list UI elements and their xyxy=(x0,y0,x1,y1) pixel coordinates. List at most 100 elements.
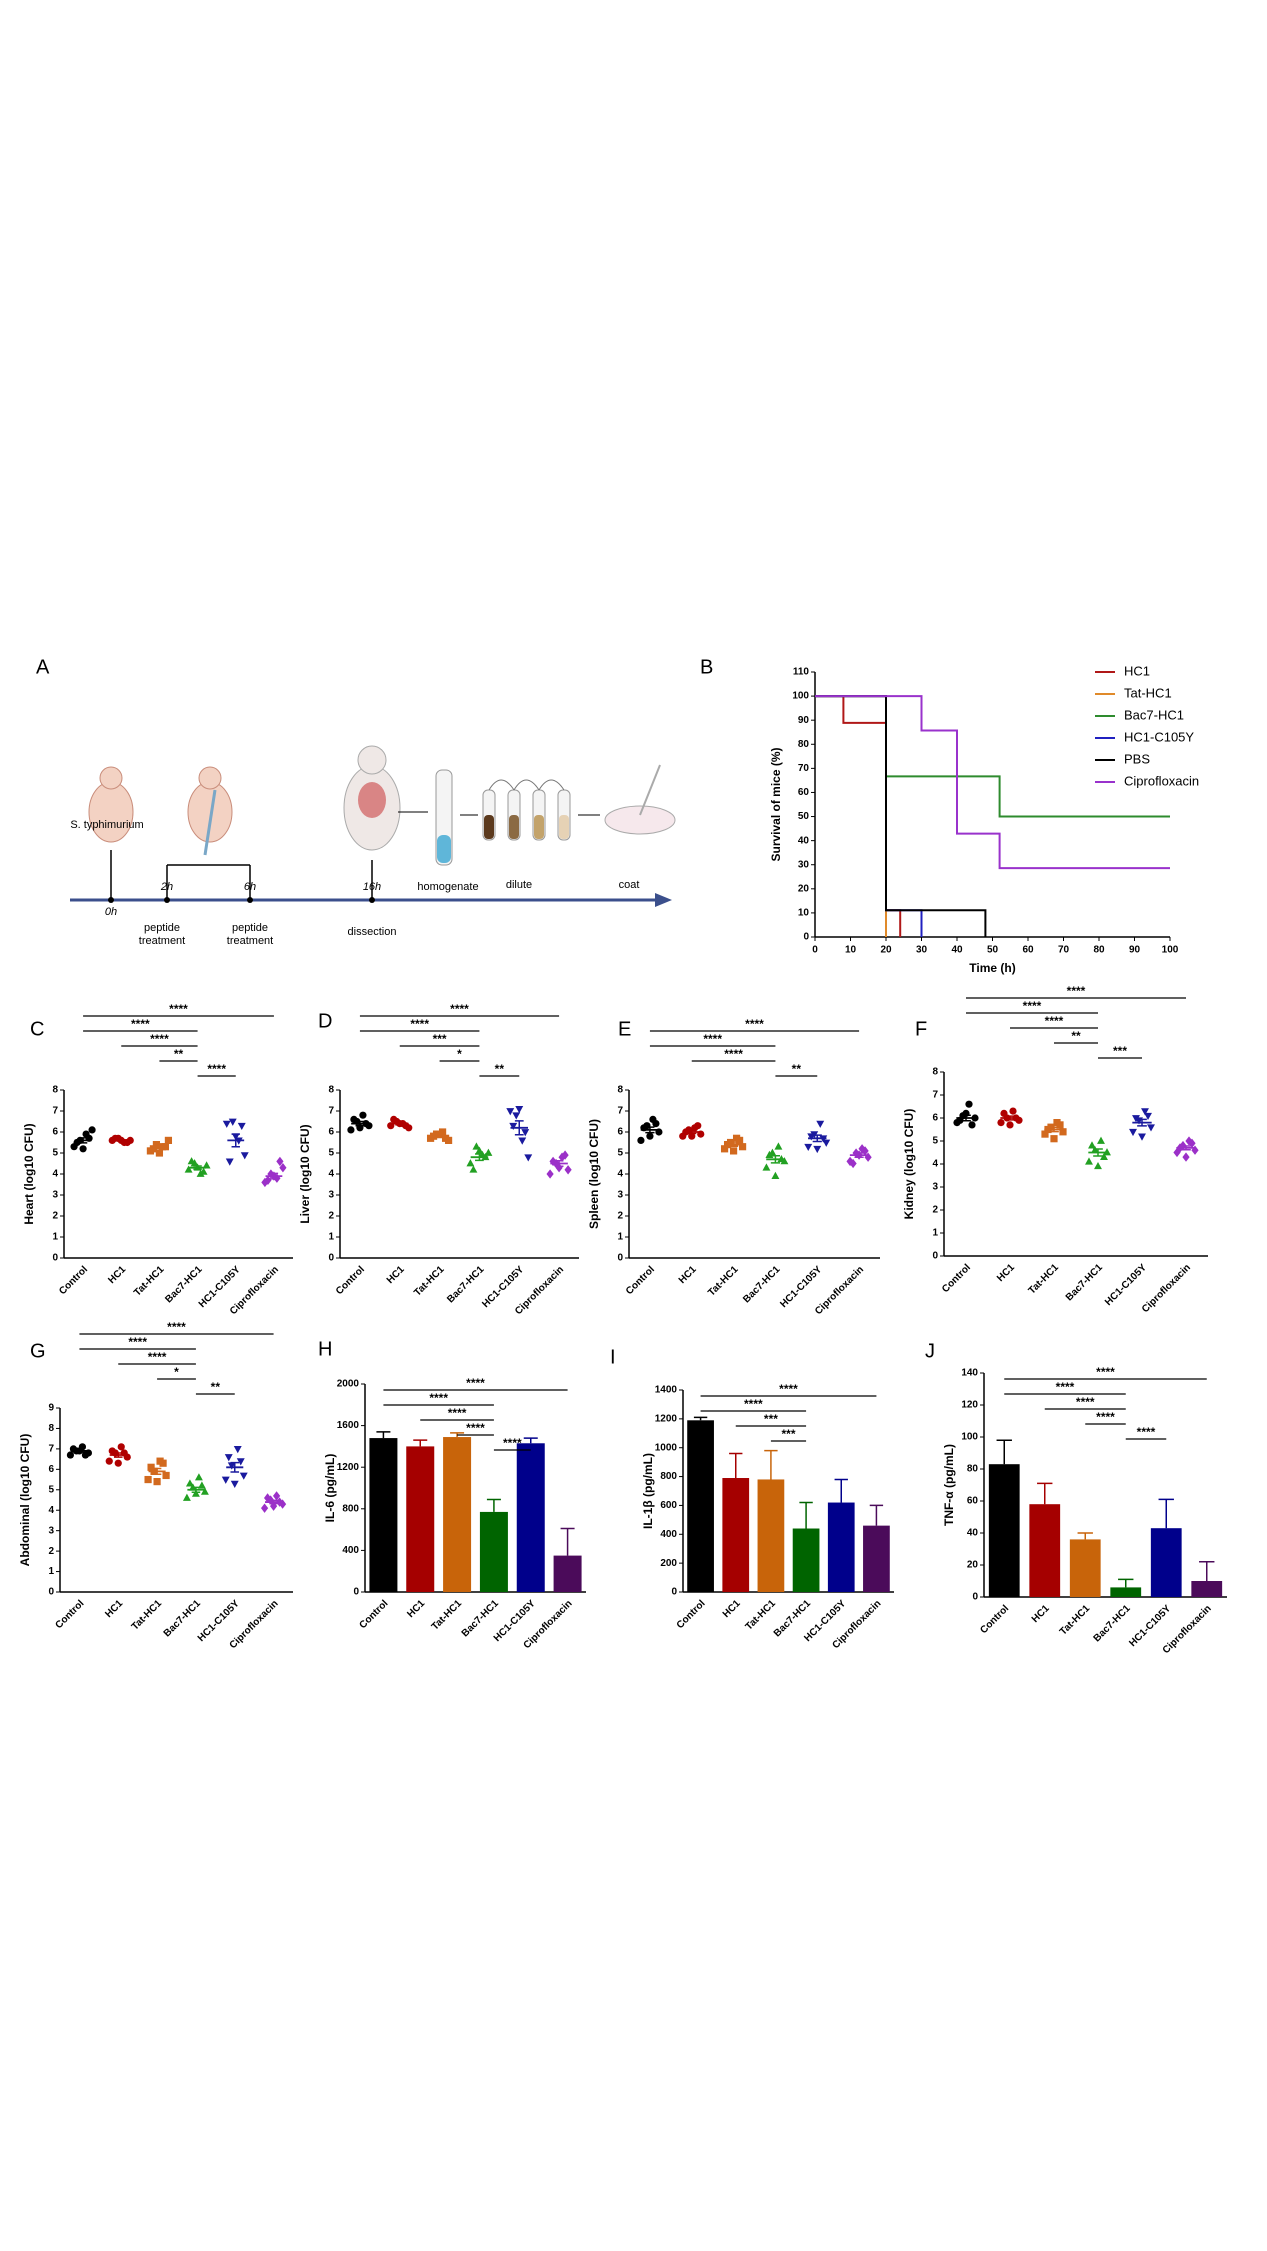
significance-label: **** xyxy=(167,1320,186,1334)
panel-label: J xyxy=(925,1340,935,1362)
data-point xyxy=(1050,1135,1058,1143)
significance-label: **** xyxy=(1137,1425,1156,1439)
y-axis-label: Abdominal (log10 CFU) xyxy=(18,1434,32,1567)
y-tick-label: 8 xyxy=(48,1423,54,1434)
error-bar xyxy=(728,1142,739,1148)
significance-label: **** xyxy=(1056,1380,1075,1394)
data-point xyxy=(441,1134,450,1142)
data-point xyxy=(1191,1145,1199,1155)
bar xyxy=(988,1464,1020,1597)
spreader xyxy=(639,764,661,816)
x-tick-label: HC1 xyxy=(995,1262,1017,1284)
time-label: 6h xyxy=(244,881,256,893)
significance-label: *** xyxy=(781,1427,795,1441)
data-point xyxy=(1185,1136,1193,1146)
y-tick-label: 0 xyxy=(353,1587,359,1598)
y-tick-label: 6 xyxy=(52,1127,58,1138)
data-point xyxy=(264,1175,272,1185)
error-bar xyxy=(395,1121,405,1126)
significance-label: ** xyxy=(1071,1029,1081,1043)
x-tick-label: 0 xyxy=(812,945,818,956)
y-tick-label: 5 xyxy=(52,1148,58,1159)
y-tick-label: 1 xyxy=(52,1232,58,1243)
error-bar xyxy=(450,1432,465,1438)
x-tick-label: Bac7-HC1 xyxy=(162,1598,203,1639)
significance-label: **** xyxy=(466,1421,485,1435)
survival-line xyxy=(815,695,923,937)
y-tick-label: 2 xyxy=(617,1211,623,1222)
timeline-arrow xyxy=(655,893,672,907)
y-tick-label: 90 xyxy=(798,715,810,726)
data-point xyxy=(228,1118,237,1126)
data-point xyxy=(260,1503,269,1513)
significance-label: **** xyxy=(448,1406,467,1420)
y-tick-label: 8 xyxy=(932,1067,938,1078)
organism-label: S. typhimurium xyxy=(70,819,143,831)
y-tick-label: 5 xyxy=(48,1484,54,1495)
bar xyxy=(479,1511,508,1592)
error-bar xyxy=(78,1137,88,1144)
organs xyxy=(358,782,386,818)
x-tick-label: 70 xyxy=(1058,945,1070,956)
significance-label: **** xyxy=(724,1047,743,1061)
time-label: 0h xyxy=(105,906,117,918)
error-bar xyxy=(799,1501,813,1529)
legend-label: HC1-C105Y xyxy=(1124,729,1194,744)
survival-line xyxy=(815,695,1170,818)
data-point xyxy=(155,1149,164,1157)
significance-label: **** xyxy=(1045,1014,1064,1028)
y-tick-label: 8 xyxy=(328,1085,334,1096)
data-point xyxy=(1009,1107,1017,1115)
error-bar xyxy=(554,1160,564,1167)
data-point xyxy=(187,1157,196,1165)
data-point xyxy=(191,1489,200,1497)
x-tick-label: Tat-HC1 xyxy=(430,1598,465,1633)
x-tick-label: Bac7-HC1 xyxy=(445,1264,486,1305)
significance-label: *** xyxy=(433,1032,447,1046)
error-bar xyxy=(514,1120,524,1136)
data-point xyxy=(117,1443,125,1451)
timeline-ticks xyxy=(110,850,373,900)
y-tick-label: 10 xyxy=(798,908,810,919)
error-bar xyxy=(486,1498,501,1512)
bar xyxy=(827,1502,855,1592)
data-point xyxy=(225,1158,234,1166)
y-tick-label: 6 xyxy=(48,1464,54,1475)
y-axis-label: Spleen (log10 CFU) xyxy=(587,1119,601,1229)
x-tick-label: HC1-C105Y xyxy=(778,1264,824,1310)
y-tick-label: 2 xyxy=(328,1211,334,1222)
bar xyxy=(722,1478,750,1592)
error-bar xyxy=(693,1416,708,1421)
data-point xyxy=(475,1146,484,1154)
x-tick-label: 20 xyxy=(880,945,892,956)
data-point xyxy=(1141,1108,1149,1116)
error-bar xyxy=(1118,1578,1134,1588)
y-tick-label: 100 xyxy=(792,691,809,702)
data-point xyxy=(79,1145,87,1153)
x-tick-label: Tat-HC1 xyxy=(706,1264,741,1299)
data-point xyxy=(347,1126,355,1134)
significance-label: **** xyxy=(1096,1365,1115,1379)
bar xyxy=(516,1443,545,1592)
data-point xyxy=(637,1136,645,1144)
legend-label: Ciprofloxacin xyxy=(1124,773,1199,788)
x-tick-label: HC1 xyxy=(385,1264,407,1286)
y-tick-label: 30 xyxy=(798,859,810,870)
significance-label: **** xyxy=(466,1376,485,1390)
mouse-icon xyxy=(88,781,134,843)
panel-label: A xyxy=(36,656,50,678)
error-bar xyxy=(269,1172,279,1180)
y-tick-label: 1200 xyxy=(655,1413,678,1424)
legend-label: Bac7-HC1 xyxy=(1124,707,1184,722)
y-tick-label: 5 xyxy=(932,1136,938,1147)
data-point xyxy=(997,1119,1005,1127)
significance-label: **** xyxy=(703,1032,722,1046)
x-tick-label: Tat-HC1 xyxy=(130,1598,165,1633)
error-bar xyxy=(1158,1498,1174,1529)
significance-label: **** xyxy=(410,1017,429,1031)
x-tick-label: Tat-HC1 xyxy=(1058,1603,1093,1638)
y-tick-label: 120 xyxy=(961,1400,978,1411)
data-point xyxy=(164,1136,173,1144)
y-axis-label: TNF-α (pg/mL) xyxy=(942,1444,956,1526)
